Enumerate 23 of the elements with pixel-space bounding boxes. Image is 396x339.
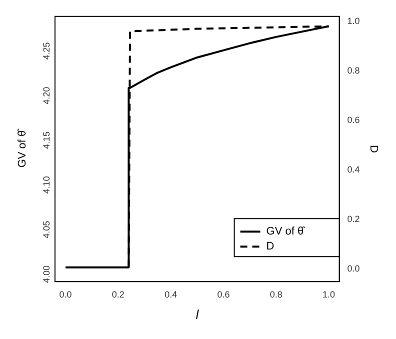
x-tick-label: 0.8 [270, 289, 282, 300]
y2-tick-label: 0.6 [347, 114, 360, 125]
x-tick-label: 0.0 [59, 289, 72, 300]
y-tick-label: 4.05 [41, 220, 52, 238]
y2-tick-label: 0.2 [347, 214, 360, 224]
y2-tick-label: 0.4 [347, 164, 360, 175]
y2-tick-label: 0.8 [347, 65, 360, 76]
y-tick-label: 4.10 [41, 176, 52, 194]
y-tick-label: 4.20 [41, 86, 52, 104]
legend-label: D [266, 240, 274, 253]
x-tick-label: 0.4 [164, 289, 178, 300]
y-tick-label: 4.15 [41, 132, 52, 150]
legend-label: GV of θ̂ [266, 226, 306, 238]
x-axis-title: l [196, 306, 200, 322]
x-tick-label: 1.0 [322, 289, 336, 300]
y-tick-label: 4.00 [41, 265, 52, 283]
y2-tick-label: 1.0 [347, 16, 360, 26]
y-tick-label: 4.25 [41, 42, 52, 60]
x-tick-label: 0.6 [217, 289, 230, 300]
y2-axis-title: D [367, 145, 380, 154]
y-axis-title: GV of θ̂ [16, 128, 29, 168]
x-tick-label: 0.2 [112, 289, 124, 300]
y2-tick-label: 0.0 [347, 264, 360, 274]
